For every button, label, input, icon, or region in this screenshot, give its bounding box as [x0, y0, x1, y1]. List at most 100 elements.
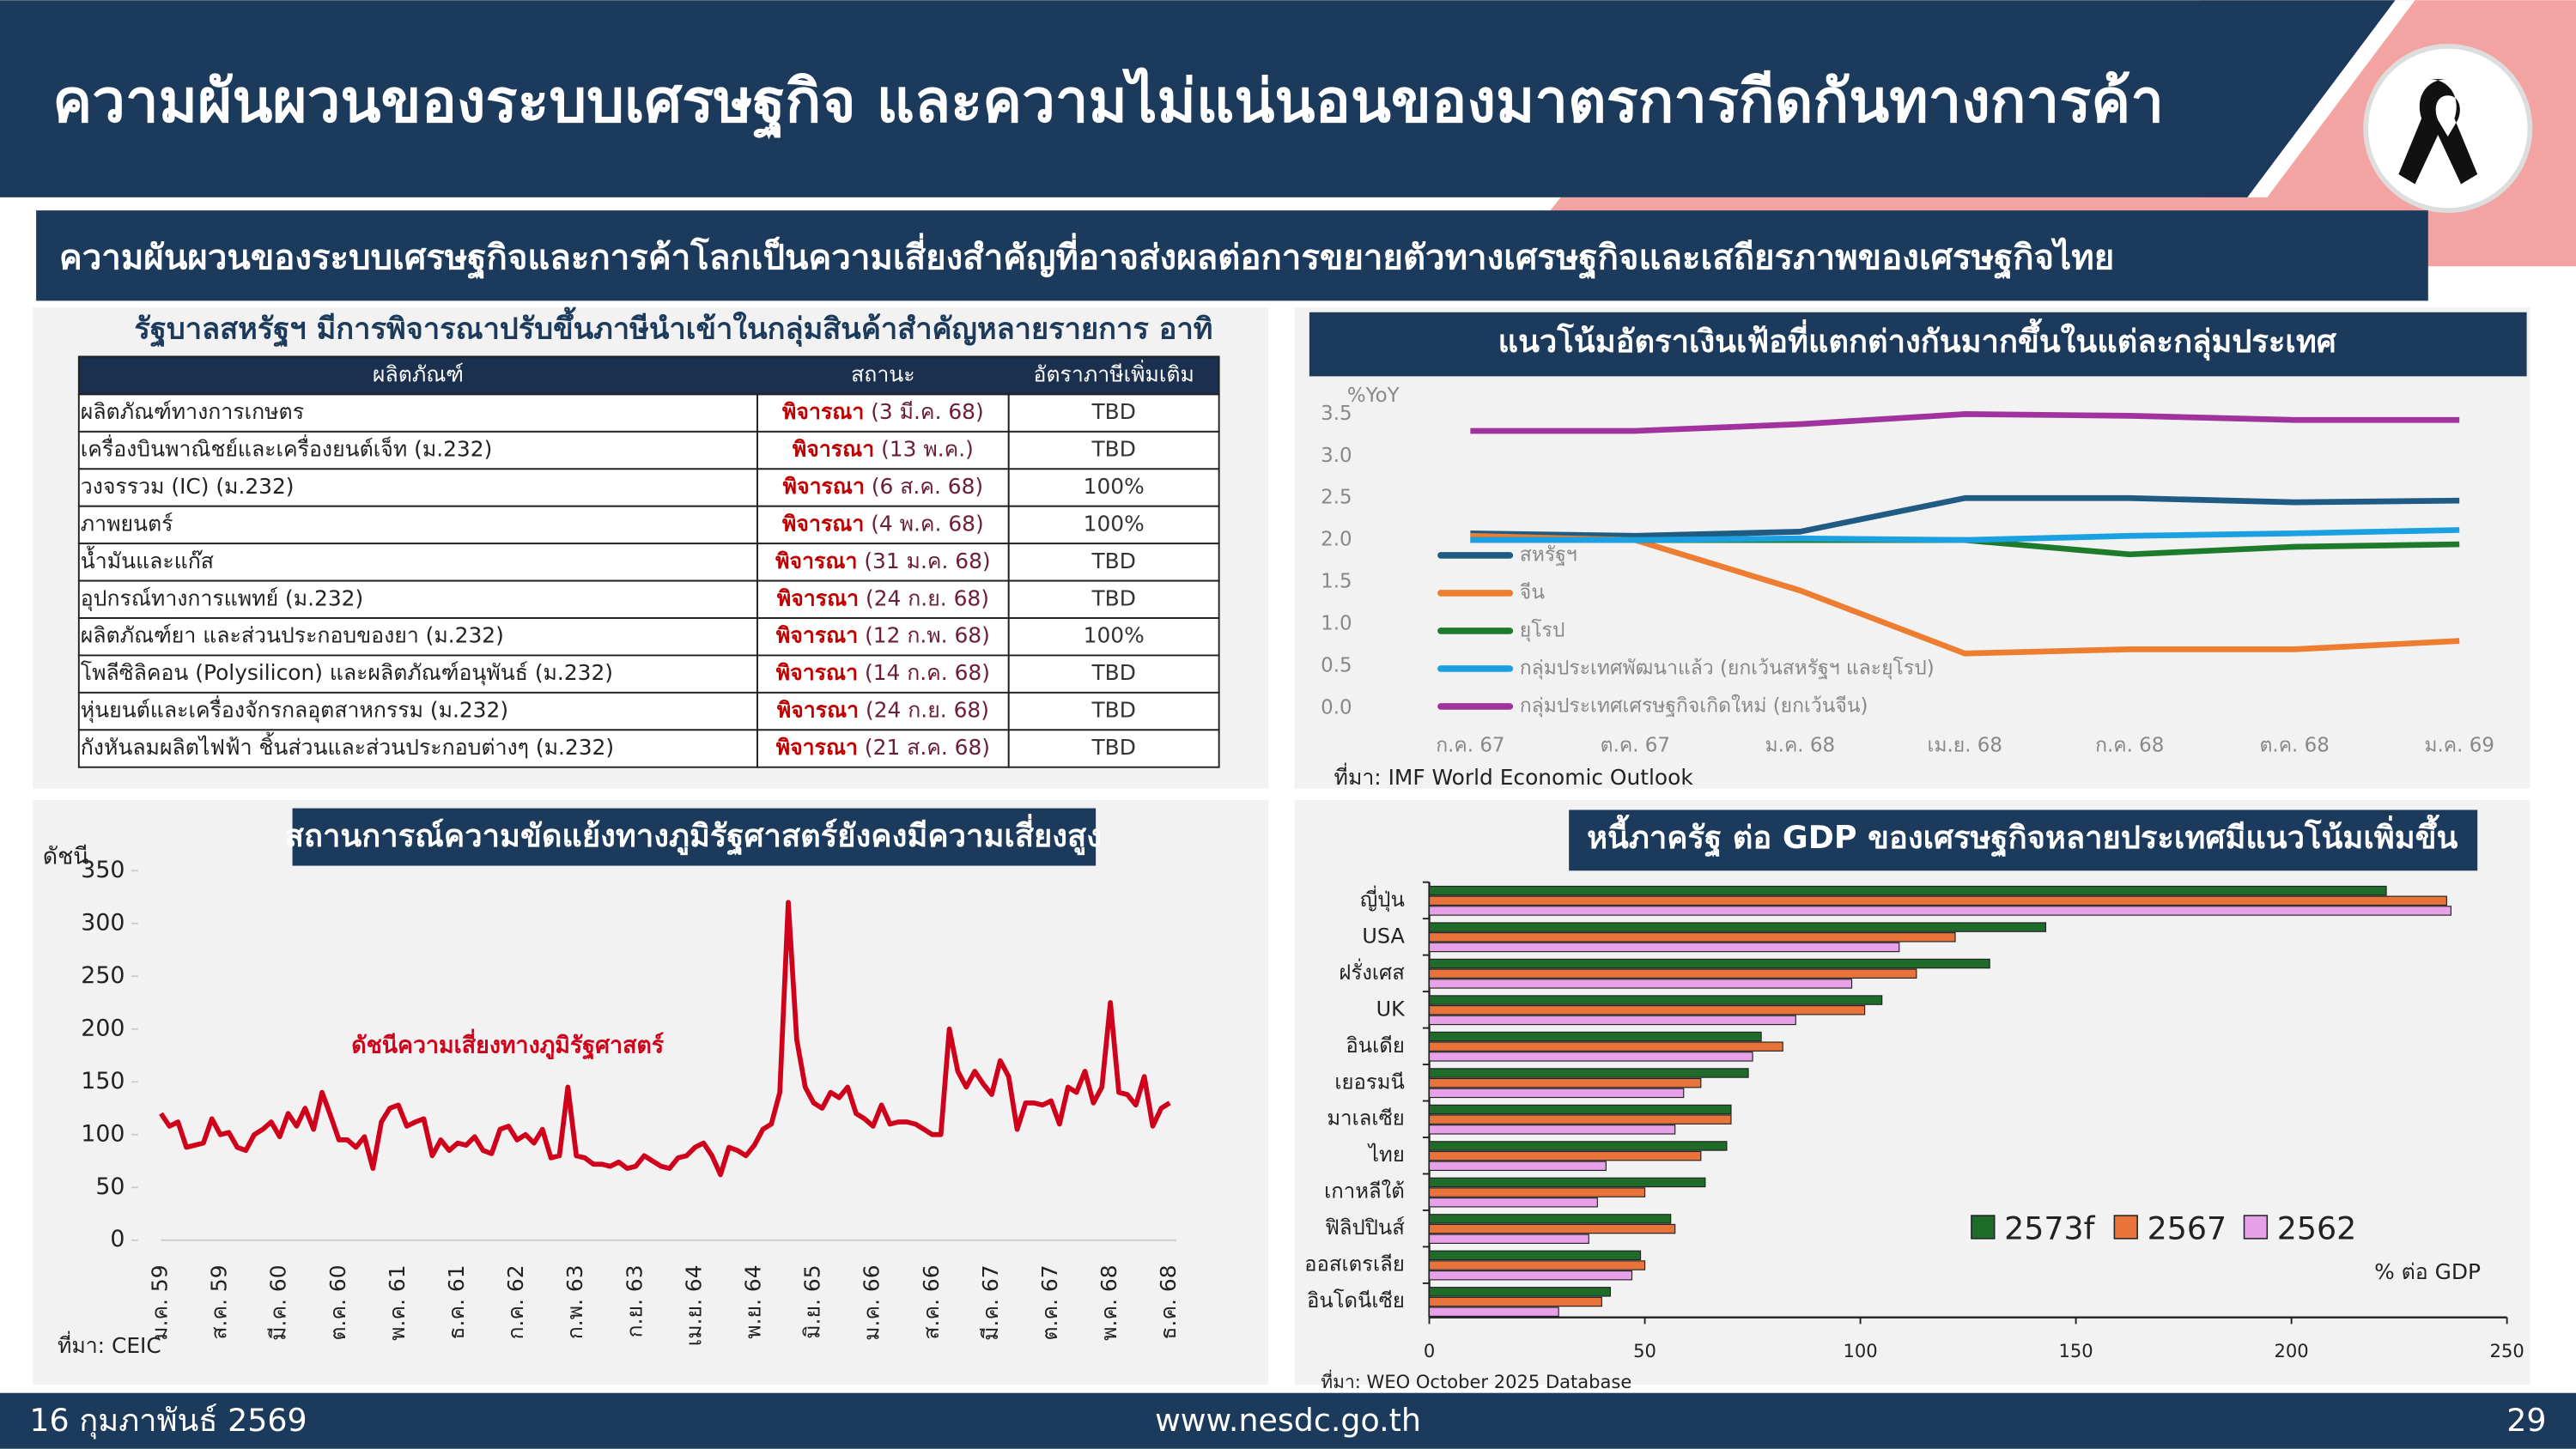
table-cell [1007, 729, 1220, 768]
footer-band [0, 1392, 2576, 1449]
column-header: สถานะ [851, 361, 915, 386]
category-label: USA [1362, 924, 1405, 948]
x-tick-label: ก.ย. 63 [622, 1264, 647, 1337]
x-tick-label: ก.ค. 67 [1436, 734, 1504, 756]
category-label: อินโดนีเซีย [1307, 1288, 1405, 1313]
cell-text: น้ำมันและแก๊ส [81, 546, 214, 573]
cell-text: 100% [1084, 623, 1145, 648]
table-cell [1007, 505, 1220, 545]
bar [1428, 1250, 1642, 1261]
footer-url[interactable]: www.nesdc.go.th [1155, 1402, 1421, 1439]
cell-text: กังหันลมผลิตไฟฟ้า ชิ้นส่วนและส่วนประกอบต… [81, 732, 614, 760]
bar [1428, 1104, 1732, 1115]
bar [1428, 922, 2047, 932]
cell-text: TBD [1091, 549, 1135, 573]
cell-text: TBD [1091, 437, 1135, 462]
x-tick-label: 150 [2059, 1340, 2093, 1361]
y-tick-label: 350 [81, 857, 125, 883]
cell-text: 100% [1084, 474, 1145, 499]
bar [1428, 1068, 1749, 1078]
x-tick-label: ก.พ. 63 [562, 1264, 587, 1339]
y-tick-label: 2.0 [1321, 529, 1352, 551]
bar [1428, 1214, 1672, 1224]
x-tick-label: เม.ย. 64 [681, 1264, 706, 1346]
x-tick-label: มิ.ย. 65 [800, 1264, 825, 1338]
status-date: (21 ส.ค. 68) [858, 735, 990, 760]
cell-status: พิจารณา (31 ม.ค. 68) [775, 549, 991, 573]
cell-status: พิจารณา (6 ส.ค. 68) [783, 474, 983, 499]
cell-text: TBD [1091, 660, 1135, 685]
y-axis-label: ดัชนี [43, 843, 89, 870]
bar [1428, 1187, 1646, 1197]
y-tick-label: 50 [95, 1173, 125, 1200]
x-tick-label: ก.ค. 68 [2095, 734, 2164, 756]
y-tick-label: 3.0 [1321, 445, 1352, 467]
bar [1428, 1234, 1589, 1244]
bar [1428, 1150, 1702, 1161]
black-ribbon [2398, 79, 2478, 185]
table-cell [756, 543, 1010, 582]
category-label: UK [1376, 997, 1406, 1021]
table-cell [756, 691, 1010, 731]
series-label: ดัชนีความเสี่ยงทางภูมิรัฐศาสตร์ [351, 1028, 665, 1060]
table-cell [756, 579, 1010, 619]
bar [1428, 1004, 1866, 1016]
y-axis-label: %YoY [1347, 385, 1400, 407]
x-tick-label: พ.ย. 64 [741, 1264, 766, 1338]
status-word: พิจารณา [777, 698, 859, 723]
table-cell [1007, 543, 1220, 582]
logo-circle [2363, 43, 2533, 214]
x-tick-label: ธ.ค. 61 [444, 1264, 469, 1339]
status-word: พิจารณา [776, 623, 858, 648]
x-tick-label: 0 [1424, 1340, 1435, 1361]
table-cell [1007, 468, 1220, 507]
header-divider [2247, 0, 2415, 197]
bar [1428, 906, 2451, 916]
source: ที่มา: WEO October 2025 Database [1321, 1369, 1631, 1392]
bar [1428, 979, 1853, 989]
bar [1428, 1307, 1559, 1317]
source: ที่มา: IMF World Economic Outlook [1334, 762, 1694, 790]
category-label: ฟิลิปปินส์ [1325, 1216, 1405, 1240]
legend-label: ยุโรป [1520, 618, 1565, 641]
x-tick-label: ม.ค. 69 [2424, 734, 2494, 756]
status-word: พิจารณา [782, 511, 864, 536]
legend-swatch [1971, 1215, 1996, 1240]
category-label: ไทย [1367, 1143, 1405, 1167]
category-label: อินเดีย [1346, 1034, 1404, 1058]
bar [1428, 1125, 1676, 1135]
legend-label: 2573f [2004, 1210, 2095, 1246]
status-date: (13 พ.ค.) [874, 437, 974, 462]
bar [1428, 1287, 1611, 1297]
x-tick-label: 200 [2275, 1340, 2309, 1361]
bar [1428, 1296, 1602, 1307]
category-label: ญี่ปุ่น [1360, 885, 1405, 912]
cell-status: พิจารณา (13 พ.ค.) [793, 437, 974, 462]
header-stripe [1547, 197, 2268, 214]
page-title: ความผันผวนของระบบเศรษฐกิจ และความไม่แน่น… [52, 67, 2164, 140]
x-tick-label: ม.ค. 66 [860, 1264, 884, 1340]
status-word: พิจารณา [793, 437, 874, 462]
legend-label: จีน [1520, 581, 1545, 603]
subtitle: ความผันผวนของระบบเศรษฐกิจและการค้าโลกเป็… [59, 233, 2114, 281]
x-tick-label: ต.ค. 67 [1037, 1264, 1062, 1340]
status-word: พิจารณา [783, 474, 865, 499]
table-cell [756, 505, 1010, 545]
table-cell [77, 393, 758, 433]
x-tick-label: ต.ค. 67 [1601, 734, 1670, 756]
bar [1428, 1015, 1796, 1026]
status-word: พิจารณา [776, 735, 858, 760]
category-label: มาเลเซีย [1327, 1106, 1404, 1131]
page-number: 29 [2506, 1402, 2546, 1439]
footer-date: 16 กุมภาพันธ์ 2569 [29, 1402, 307, 1440]
table-cell [1007, 430, 1220, 470]
cell-status: พิจารณา (21 ส.ค. 68) [776, 735, 990, 760]
chart-title: สถานการณ์ความขัดแย้งทางภูมิรัฐศาสตร์ยังค… [285, 814, 1102, 856]
cell-text: หุ่นยนต์และเครื่องจักรกลอุตสาหกรรม (ม.23… [81, 695, 508, 724]
status-date: (14 ก.ค. 68) [858, 660, 990, 685]
column-header: ผลิตภัณฑ์ [373, 361, 464, 386]
status-word: พิจารณา [775, 549, 857, 573]
cell-text: ผลิตภัณฑ์ยา และส่วนประกอบของยา (ม.232) [81, 623, 504, 648]
table-cell [1007, 617, 1220, 657]
source: ที่มา: CEIC [58, 1331, 161, 1358]
